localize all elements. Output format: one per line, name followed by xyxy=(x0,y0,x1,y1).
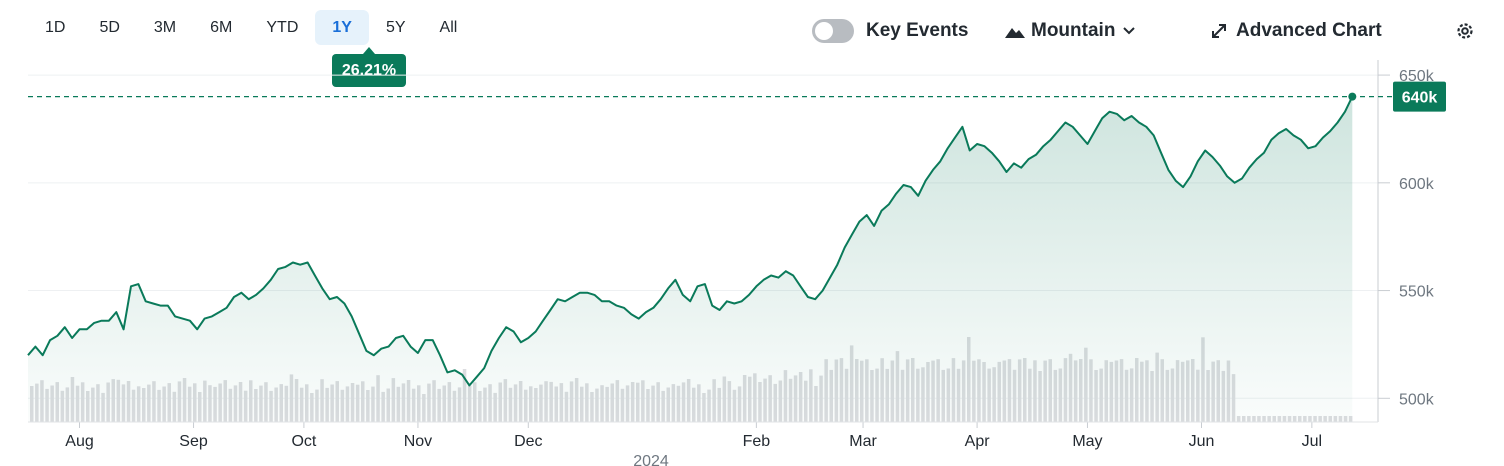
x-tick-label: May xyxy=(1072,433,1102,450)
advanced-chart-button[interactable]: Advanced Chart xyxy=(1210,17,1382,45)
x-tick-label: Feb xyxy=(743,433,771,450)
toggle-switch[interactable] xyxy=(812,19,854,43)
x-tick-label: Nov xyxy=(404,433,432,450)
price-line xyxy=(27,96,1354,387)
y-tick-label: 550k xyxy=(1399,284,1435,301)
range-button-1d[interactable]: 1D xyxy=(45,19,66,36)
last-price-badge xyxy=(1393,81,1446,112)
x-tick-label: Dec xyxy=(514,433,542,450)
range-button-3m[interactable]: 3M xyxy=(153,19,177,36)
last-price-marker[interactable] xyxy=(1348,92,1357,101)
x-tick-label: Apr xyxy=(965,433,991,450)
gear-icon xyxy=(1455,21,1475,41)
expand-arrows-icon xyxy=(1210,22,1228,40)
chart-type-label: Mountain xyxy=(1031,20,1116,41)
mountain-icon xyxy=(1005,24,1025,38)
x-tick-label: Sep xyxy=(179,433,208,450)
range-button-1y[interactable]: 1Y xyxy=(315,10,369,45)
range-button-5d[interactable]: 5D xyxy=(99,19,120,36)
y-tick-label: 650k xyxy=(1399,68,1435,85)
y-tick-label: 600k xyxy=(1399,176,1435,193)
y-tick-label: 500k xyxy=(1399,391,1435,408)
price-area xyxy=(28,96,1353,422)
year-label: 2024 xyxy=(633,453,669,466)
x-tick-label: Oct xyxy=(291,433,316,450)
key-events-label: Key Events xyxy=(866,20,969,41)
advanced-chart-label: Advanced Chart xyxy=(1236,20,1382,41)
range-button-ytd[interactable]: YTD xyxy=(266,19,299,36)
settings-button[interactable] xyxy=(1455,17,1475,45)
x-tick-label: Mar xyxy=(849,433,877,450)
x-tick-label: Jun xyxy=(1189,433,1215,450)
chevron-down-icon xyxy=(1123,27,1136,35)
key-events-toggle[interactable]: Key Events xyxy=(812,17,968,45)
range-button-5y[interactable]: 5Y xyxy=(385,19,406,36)
chart-type-dropdown[interactable]: Mountain xyxy=(1005,17,1136,45)
range-button-all[interactable]: All xyxy=(439,19,458,36)
last-price-label: 640k xyxy=(1402,90,1438,107)
range-button-6m[interactable]: 6M xyxy=(210,19,233,36)
x-tick-label: Jul xyxy=(1302,433,1322,450)
range-selector: 1D 5D 3M 6M YTD 1Y 5Y All xyxy=(28,10,474,45)
x-tick-label: Aug xyxy=(65,433,93,450)
